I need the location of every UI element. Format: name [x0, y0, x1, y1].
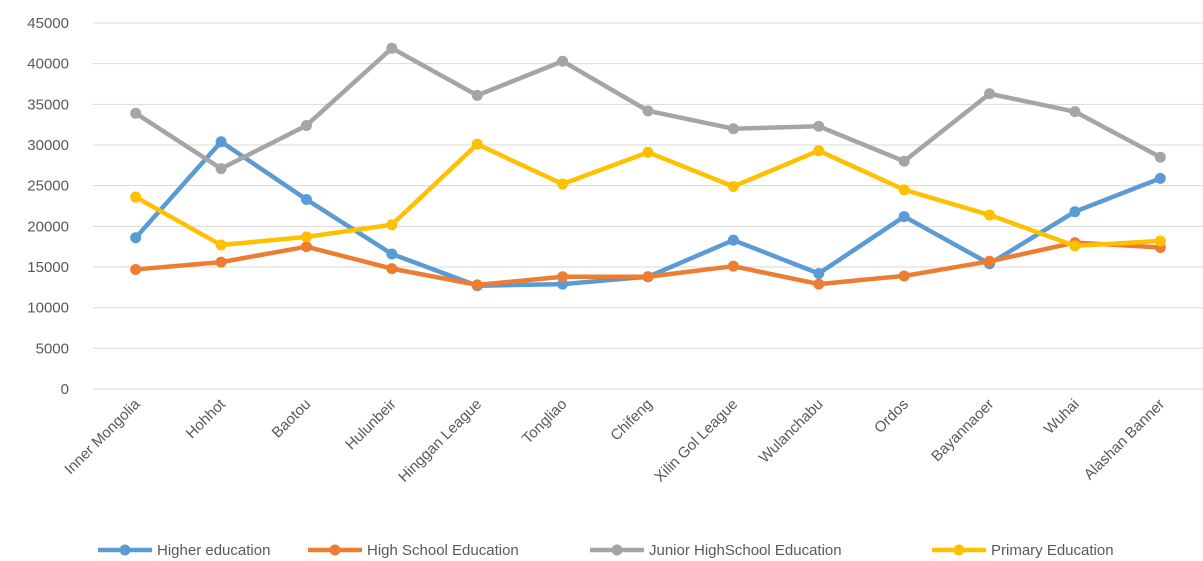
legend-swatch-marker [119, 544, 131, 556]
x-tick-label: Hinggan League [395, 396, 485, 486]
x-tick-label: Inner Mongolia [61, 395, 144, 478]
data-point [300, 193, 312, 205]
data-point [898, 184, 910, 196]
data-point [386, 219, 398, 231]
legend-swatch-marker [329, 544, 341, 556]
x-tick-label: Bayannaoer [928, 396, 997, 465]
data-point [1069, 106, 1081, 118]
y-tick-label: 35000 [27, 96, 69, 113]
data-point [215, 136, 227, 148]
data-point [898, 211, 910, 223]
data-point [300, 241, 312, 253]
series-3 [130, 138, 1166, 252]
x-tick-label: Ordos [871, 396, 912, 437]
legend: Higher education High School Education Jun… [98, 542, 1114, 559]
x-tick-label: Xilin Gol League [651, 396, 741, 486]
data-point [1154, 172, 1166, 184]
data-point [130, 191, 142, 203]
series-2 [130, 42, 1166, 175]
legend-label: Higher education [157, 542, 270, 559]
x-tick-label: Chifeng [607, 396, 656, 445]
y-tick-label: 30000 [27, 137, 69, 154]
data-point [1154, 235, 1166, 247]
y-tick-label: 40000 [27, 56, 69, 73]
data-point [642, 105, 654, 117]
data-point [1069, 206, 1081, 218]
series-0 [130, 136, 1166, 292]
y-axis-tick-labels: 0 5000 10000 15000 20000 25000 30000 35000 40000… [27, 15, 69, 398]
y-tick-label: 0 [61, 381, 69, 398]
data-point [727, 123, 739, 135]
data-point [813, 145, 825, 157]
x-tick-label: Tongliao [519, 396, 571, 448]
data-point [215, 239, 227, 251]
data-point [898, 155, 910, 167]
data-point [642, 146, 654, 158]
data-point [471, 138, 483, 150]
data-point [727, 180, 739, 192]
data-point [898, 270, 910, 282]
legend-swatch-marker [953, 544, 965, 556]
y-tick-label: 15000 [27, 259, 69, 276]
data-point [300, 231, 312, 243]
x-axis-tick-labels: Inner Mongolia Hohhot Baotou HulunbeirHingg… [61, 395, 1168, 485]
gridlines [93, 22, 1203, 390]
y-tick-label: 20000 [27, 218, 69, 235]
x-tick-label: Baotou [269, 396, 315, 442]
series-lines [130, 42, 1166, 292]
y-tick-label: 10000 [27, 300, 69, 317]
data-point [813, 120, 825, 132]
data-point [813, 268, 825, 280]
data-point [1154, 151, 1166, 163]
legend-item: Primary Education [932, 542, 1114, 559]
legend-label: Primary Education [991, 542, 1114, 559]
data-point [557, 55, 569, 67]
data-point [984, 255, 996, 267]
data-point [642, 271, 654, 283]
x-tick-label: Wulanchabu [756, 396, 827, 467]
y-tick-label: 5000 [36, 340, 69, 357]
data-point [727, 234, 739, 246]
data-point [984, 209, 996, 221]
x-tick-label: Hohhot [183, 395, 230, 442]
legend-swatch-marker [611, 544, 623, 556]
x-tick-label: Alashan Banner [1081, 396, 1169, 484]
data-point [386, 263, 398, 275]
data-point [130, 107, 142, 119]
series-line [133, 141, 1163, 249]
data-point [813, 278, 825, 290]
data-point [386, 248, 398, 260]
data-point [471, 279, 483, 291]
data-point [557, 178, 569, 190]
data-point [130, 232, 142, 244]
data-point [386, 42, 398, 54]
x-tick-label: Hulunbeir [342, 396, 399, 453]
series-line [133, 139, 1163, 288]
legend-item: High School Education [308, 542, 519, 559]
y-tick-label: 25000 [27, 178, 69, 195]
legend-item: Junior HighSchool Education [590, 542, 842, 559]
data-point [215, 256, 227, 268]
x-tick-label: Wuhai [1041, 396, 1083, 438]
data-point [984, 88, 996, 100]
series-1 [130, 237, 1166, 291]
data-point [557, 271, 569, 283]
legend-label: Junior HighSchool Education [649, 542, 842, 559]
data-point [1069, 240, 1081, 252]
legend-label: High School Education [367, 542, 519, 559]
data-point [300, 119, 312, 131]
data-point [727, 260, 739, 272]
y-tick-label: 45000 [27, 15, 69, 32]
data-point [215, 163, 227, 175]
data-point [130, 263, 142, 275]
legend-item: Higher education [98, 542, 270, 559]
data-point [471, 89, 483, 101]
